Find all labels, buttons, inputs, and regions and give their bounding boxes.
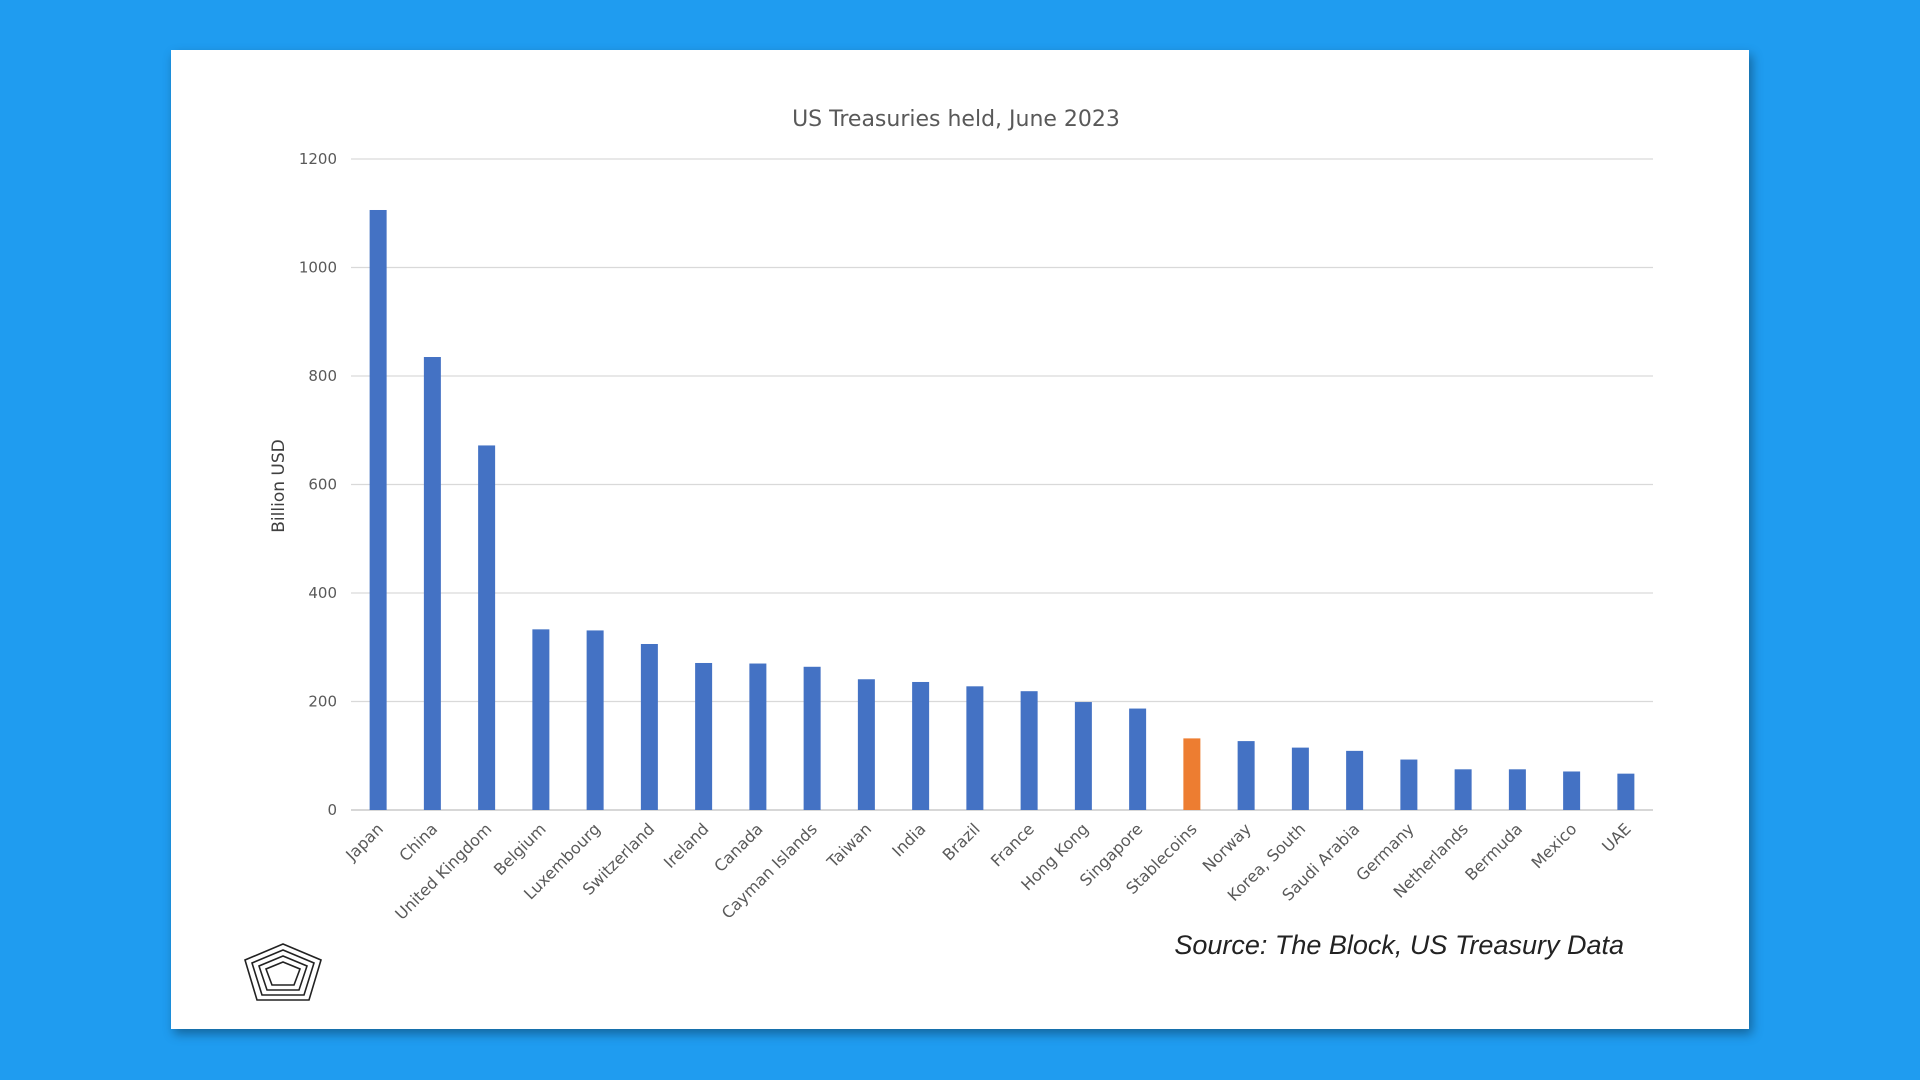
x-tick-label: Japan	[341, 819, 387, 865]
bar-india	[912, 681, 930, 810]
bar-switzerland	[640, 643, 658, 810]
source-note: Source: The Block, US Treasury Data	[1174, 930, 1624, 960]
x-tick-label: Cayman Islands	[718, 819, 821, 922]
y-tick-label: 1200	[299, 150, 337, 168]
bar-bermuda	[1508, 769, 1526, 810]
y-tick-label: 400	[308, 584, 337, 602]
bar-ireland	[695, 662, 713, 810]
x-tick-label: Ireland	[660, 819, 713, 872]
bar-taiwan	[857, 679, 875, 810]
bar-luxembourg	[586, 630, 604, 810]
bar-norway	[1237, 741, 1255, 810]
chart-title: US Treasuries held, June 2023	[792, 107, 1120, 132]
x-tick-label: China	[395, 819, 441, 865]
bar-canada	[749, 663, 767, 810]
bar-united-kingdom	[478, 445, 496, 810]
x-tick-label: India	[888, 819, 929, 860]
x-tick-label: Mexico	[1528, 819, 1581, 872]
bar-chart: US Treasuries held, June 2023 Billion US…	[269, 107, 1653, 924]
bar-korea-south	[1291, 747, 1309, 810]
y-axis-label: Billion USD	[269, 439, 289, 532]
y-tick-label: 800	[308, 367, 337, 385]
y-tick-label: 600	[308, 476, 337, 494]
bar-brazil	[966, 686, 984, 810]
bar-netherlands	[1454, 769, 1472, 810]
gridlines	[351, 158, 1653, 811]
bar-mexico	[1563, 771, 1581, 810]
bar-saudi-arabia	[1346, 750, 1364, 810]
bar-stablecoins	[1183, 738, 1201, 810]
bar-uae	[1617, 773, 1635, 810]
bar-china	[423, 357, 441, 810]
bar-japan	[369, 209, 387, 810]
bar-germany	[1400, 759, 1418, 810]
y-axis-ticks: 0 200 400 600 800 1000 1200	[299, 150, 337, 819]
pentagon-logo-icon	[244, 943, 322, 1001]
bar-cayman-islands	[803, 666, 821, 810]
y-tick-label: 0	[327, 801, 337, 819]
bar-belgium	[532, 629, 550, 810]
x-tick-label: United Kingdom	[391, 819, 495, 923]
x-tick-label: Bermuda	[1461, 819, 1526, 884]
x-tick-label: France	[987, 819, 1038, 870]
bar-france	[1020, 691, 1038, 810]
x-tick-label: Brazil	[939, 819, 984, 864]
bar-singapore	[1129, 708, 1147, 810]
chart-card: US Treasuries held, June 2023 Billion US…	[171, 50, 1749, 1029]
x-tick-label: Taiwan	[823, 819, 876, 872]
y-tick-label: 200	[308, 693, 337, 711]
bars	[369, 209, 1635, 810]
y-tick-label: 1000	[299, 259, 337, 277]
x-tick-label: UAE	[1598, 819, 1635, 856]
bar-hong-kong	[1074, 702, 1092, 810]
